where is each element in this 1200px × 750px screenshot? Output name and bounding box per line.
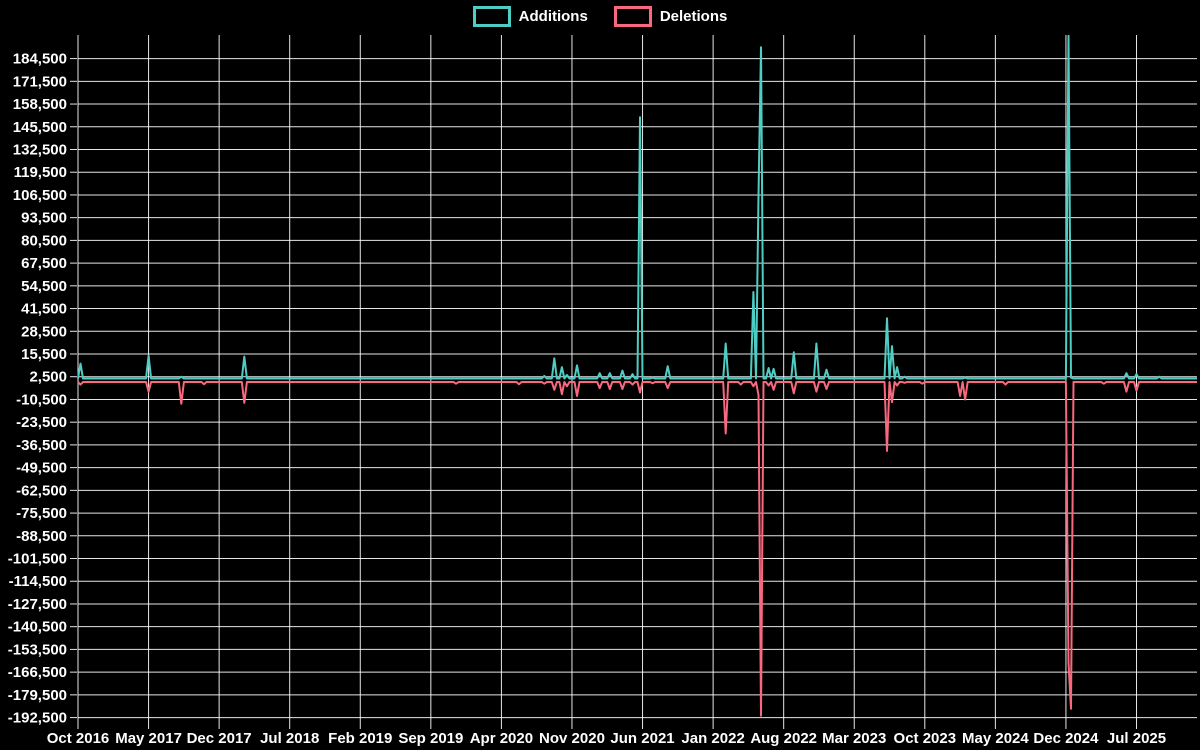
x-tick-label: Feb 2019 <box>328 730 392 747</box>
additions-line <box>77 34 1197 380</box>
y-tick-label: 119,500 <box>14 164 67 181</box>
x-tick-label: Oct 2023 <box>894 730 957 747</box>
y-tick-label: -88,500 <box>16 528 67 545</box>
y-tick-label: -127,500 <box>8 596 67 613</box>
y-tick-label: -153,500 <box>8 641 67 658</box>
y-tick-label: 67,500 <box>21 255 67 272</box>
x-tick-label: Oct 2016 <box>47 730 110 747</box>
y-tick-label: -114,500 <box>9 573 67 590</box>
y-tick-label: 184,500 <box>13 51 67 68</box>
x-tick-label: Dec 2024 <box>1033 730 1099 747</box>
x-tick-label: Sep 2019 <box>398 730 463 747</box>
x-tick-label: Apr 2020 <box>470 730 533 747</box>
x-tick-label: Jul 2025 <box>1107 730 1166 747</box>
x-tick-label: Aug 2022 <box>750 730 817 747</box>
y-tick-label: 132,500 <box>13 141 67 158</box>
y-tick-label: 2,500 <box>29 369 67 386</box>
legend-label-additions: Additions <box>518 8 588 25</box>
x-tick-label: Jan 2022 <box>681 730 744 747</box>
y-tick-label: 80,500 <box>21 232 67 249</box>
x-tick-label: Nov 2020 <box>539 730 605 747</box>
additions-swatch-icon <box>472 6 511 27</box>
y-tick-label: 54,500 <box>21 278 67 295</box>
y-tick-label: 15,500 <box>21 346 67 363</box>
legend: Additions Deletions <box>0 6 1200 27</box>
y-tick-label: 158,500 <box>13 96 67 113</box>
legend-item-additions[interactable]: Additions <box>472 6 588 27</box>
y-tick-label: 171,500 <box>13 73 67 90</box>
y-tick-label: -10,500 <box>16 391 67 408</box>
x-tick-label: May 2017 <box>115 730 182 747</box>
x-tick-label: Jun 2021 <box>610 730 674 747</box>
y-tick-label: -101,500 <box>8 551 67 568</box>
y-tick-label: 28,500 <box>21 323 67 340</box>
axis-labels: 184,500 171,500 158,500 145,500 132,500 119,5… <box>8 51 1166 747</box>
x-tick-label: Dec 2017 <box>187 730 252 747</box>
y-tick-label: 145,500 <box>13 119 67 136</box>
y-tick-label: -75,500 <box>16 505 67 522</box>
x-tick-label: May 2024 <box>962 730 1029 747</box>
deletions-swatch-icon <box>613 6 652 27</box>
y-tick-label: 93,500 <box>21 210 67 227</box>
y-tick-label: -166,500 <box>8 664 67 681</box>
y-tick-label: 41,500 <box>21 301 67 318</box>
y-tick-label: -23,500 <box>16 414 67 431</box>
legend-label-deletions: Deletions <box>659 8 728 25</box>
y-tick-label: -192,500 <box>8 710 67 727</box>
y-tick-label: -179,500 <box>8 687 67 704</box>
x-tick-label: Jul 2018 <box>260 730 319 747</box>
y-tick-label: -49,500 <box>16 460 67 477</box>
deletions-line <box>77 381 1197 717</box>
x-tick-label: Mar 2023 <box>822 730 886 747</box>
y-tick-label: -140,500 <box>8 619 67 636</box>
y-tick-label: 106,500 <box>13 187 67 204</box>
y-tick-label: -36,500 <box>16 437 67 454</box>
y-tick-label: -62,500 <box>16 482 67 499</box>
legend-item-deletions[interactable]: Deletions <box>613 6 728 27</box>
